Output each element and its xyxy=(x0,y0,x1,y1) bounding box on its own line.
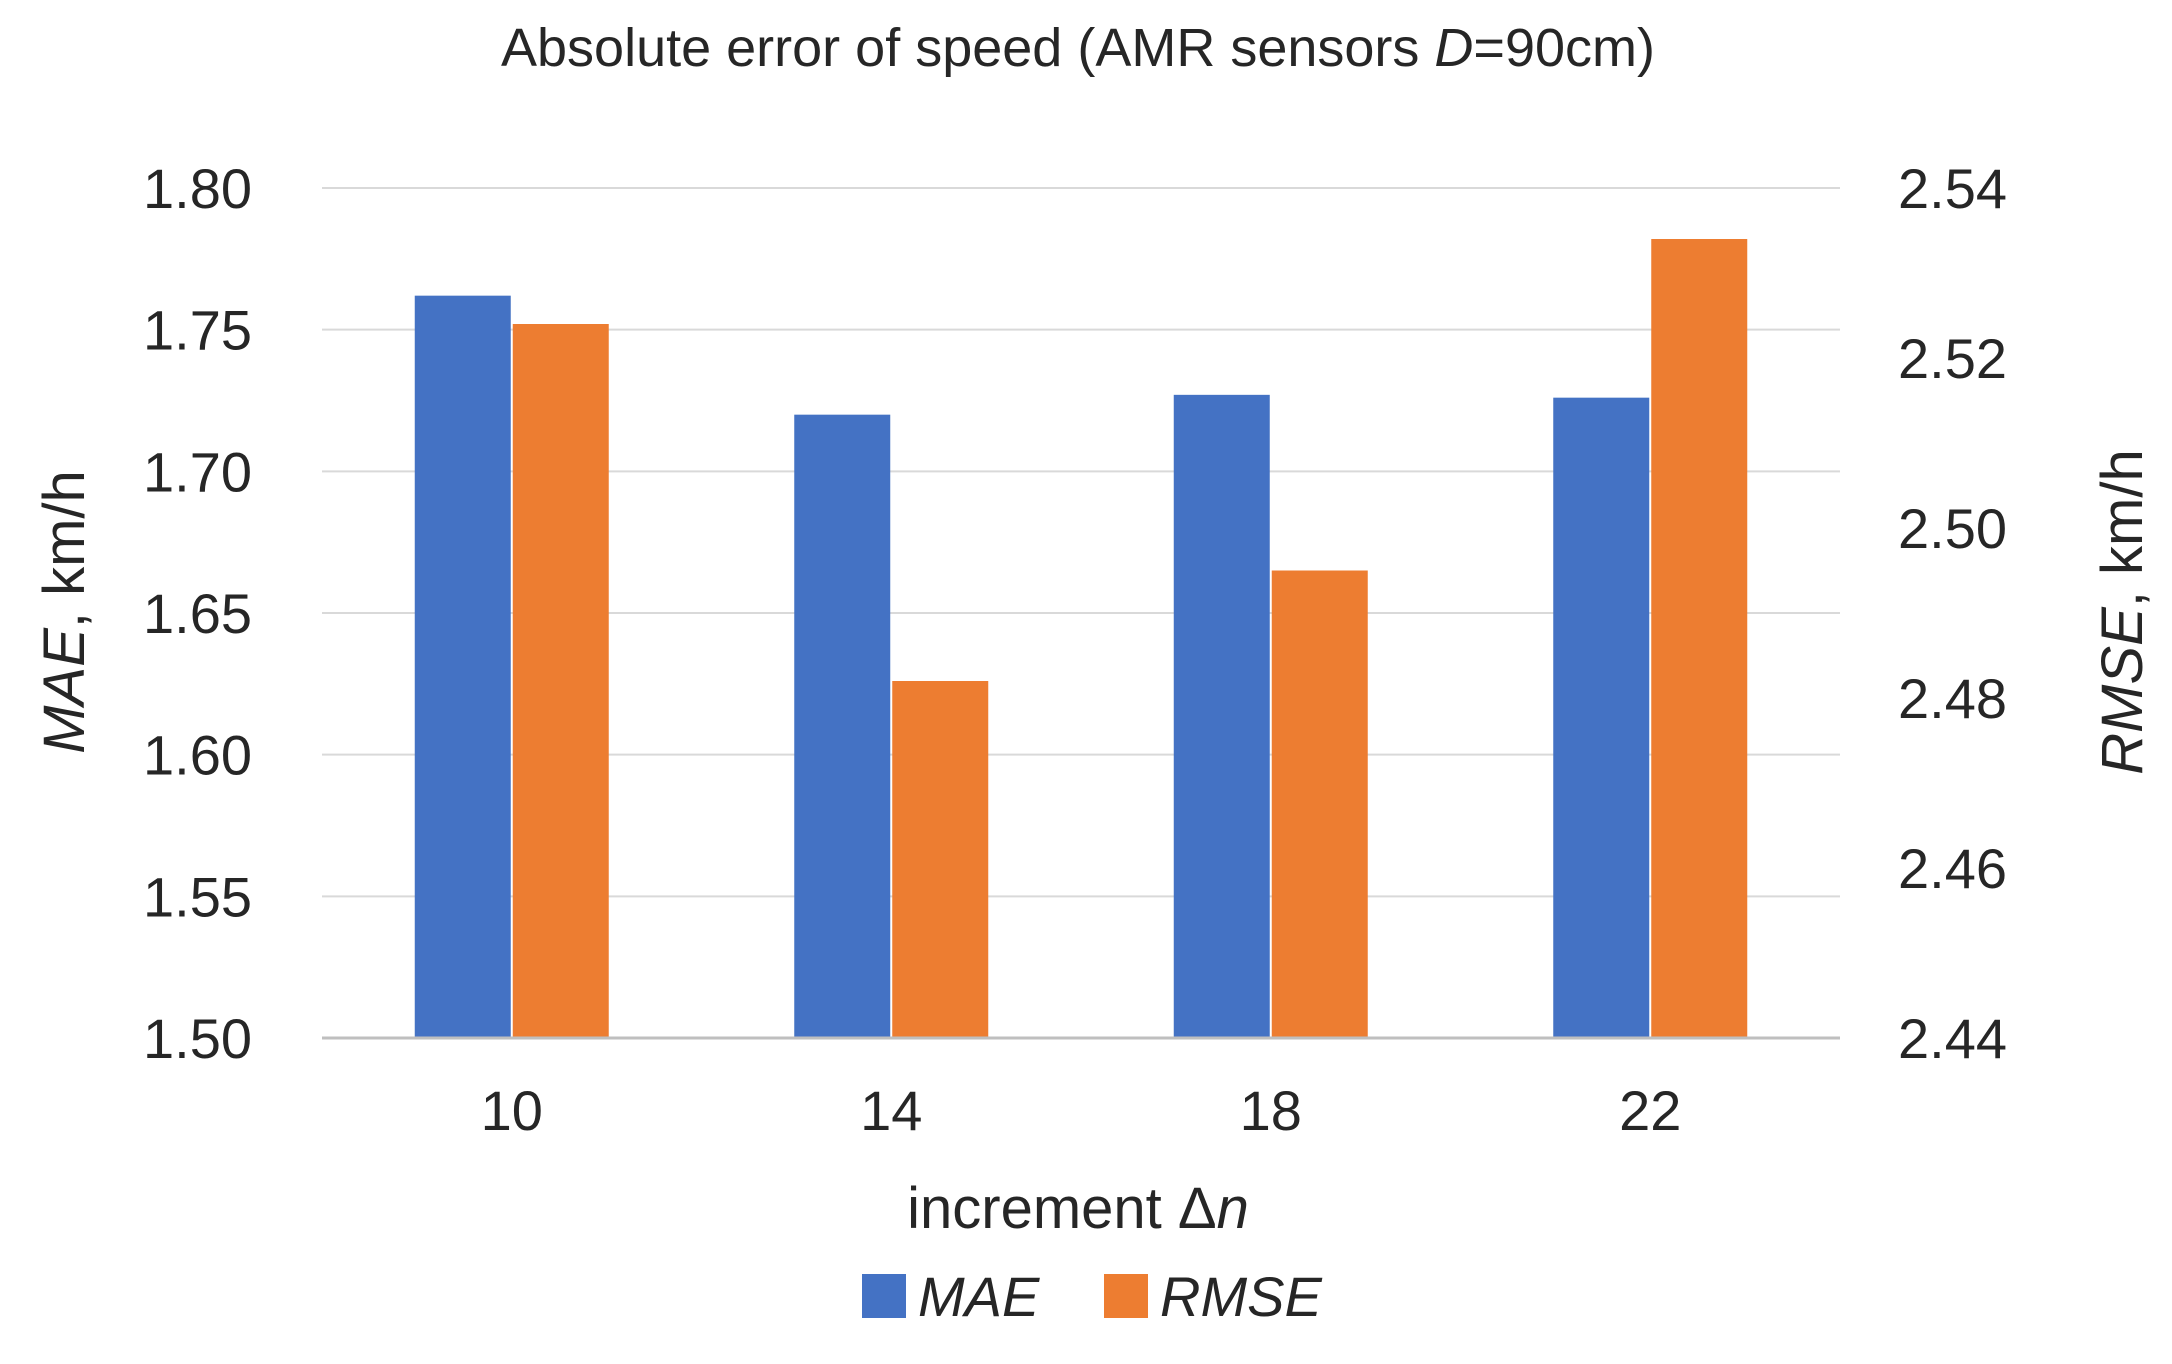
legend-swatch-mae xyxy=(862,1274,906,1318)
x-tick-label: 14 xyxy=(860,1079,922,1142)
y-left-tick-label: 1.65 xyxy=(143,582,252,645)
x-axis-label: increment Δn xyxy=(907,1176,1249,1241)
y-left-tick-label: 1.55 xyxy=(143,865,252,928)
y-right-axis-label: RMSE, km/h xyxy=(2090,449,2155,775)
bar-rmse-22 xyxy=(1651,239,1748,1038)
y-left-tick-label: 1.80 xyxy=(143,157,252,220)
bar-mae-18 xyxy=(1173,394,1270,1038)
bar-rmse-18 xyxy=(1271,570,1368,1038)
bar-mae-14 xyxy=(794,414,891,1039)
y-left-tick-label: 1.60 xyxy=(143,724,252,787)
bar-rmse-14 xyxy=(892,681,989,1038)
y-left-axis-label: MAE, km/h xyxy=(32,470,97,754)
bar-mae-22 xyxy=(1553,397,1650,1039)
y-right-tick-label: 2.52 xyxy=(1898,327,2007,390)
x-tick-label: 18 xyxy=(1240,1079,1302,1142)
legend-label-rmse: RMSE xyxy=(1160,1265,1322,1328)
x-tick-label: 22 xyxy=(1619,1079,1681,1142)
y-right-tick-label: 2.44 xyxy=(1898,1007,2007,1070)
y-right-tick-label: 2.48 xyxy=(1898,667,2007,730)
chart-title: Absolute error of speed (AMR sensors D=9… xyxy=(501,18,1655,78)
bar-mae-10 xyxy=(414,295,511,1039)
y-right-tick-label: 2.50 xyxy=(1898,497,2007,560)
bar-rmse-10 xyxy=(512,324,609,1038)
legend-label-mae: MAE xyxy=(918,1265,1040,1328)
y-left-tick-label: 1.50 xyxy=(143,1007,252,1070)
y-right-tick-label: 2.54 xyxy=(1898,157,2007,220)
y-right-tick-label: 2.46 xyxy=(1898,837,2007,900)
legend-swatch-rmse xyxy=(1104,1274,1148,1318)
y-left-tick-label: 1.70 xyxy=(143,440,252,503)
y-left-tick-label: 1.75 xyxy=(143,299,252,362)
x-tick-label: 10 xyxy=(481,1079,543,1142)
